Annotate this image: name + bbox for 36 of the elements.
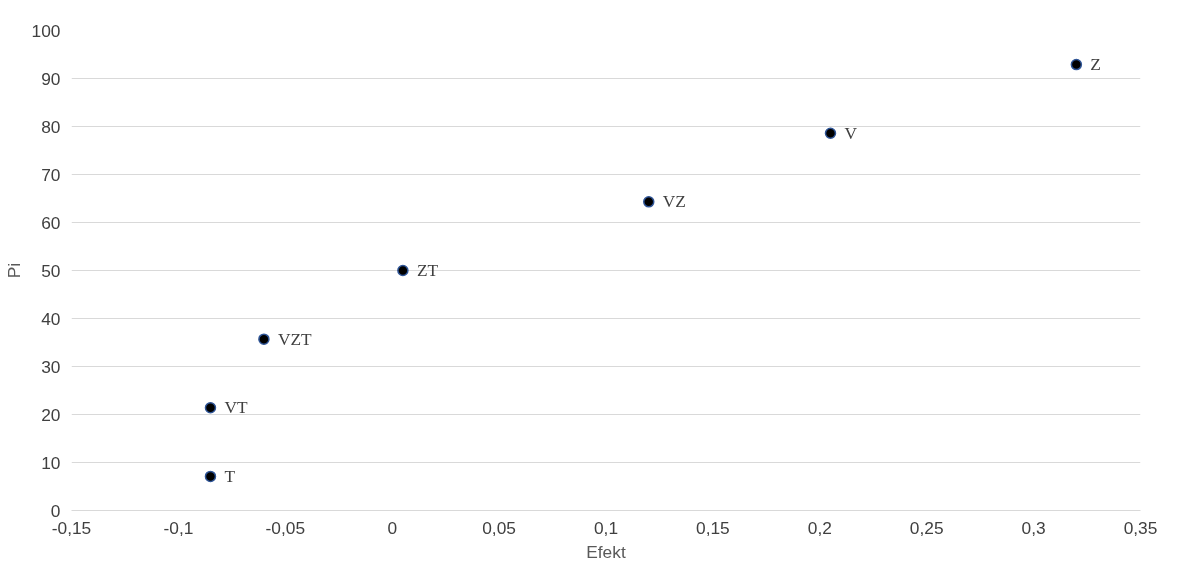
x-tick-label: 0,25 xyxy=(909,517,944,538)
y-tick-label: 80 xyxy=(41,116,61,137)
x-tick-label: -0,05 xyxy=(265,517,306,538)
y-tick-label: 60 xyxy=(41,212,61,233)
y-tick-label: 100 xyxy=(31,20,61,41)
point xyxy=(397,264,409,277)
annotation: V xyxy=(844,123,858,143)
y-axis-title: Pi xyxy=(3,262,24,279)
x-tick-label: 0,15 xyxy=(696,517,730,538)
x-tick-label: 0,35 xyxy=(1123,517,1158,538)
y-tick-label: 10 xyxy=(41,452,61,473)
x-tick-label: 0,1 xyxy=(593,517,619,538)
point xyxy=(643,196,655,208)
annotation: VT xyxy=(224,398,248,418)
x-tick-label: 0,3 xyxy=(1021,517,1046,538)
annotation: Z xyxy=(1090,55,1101,75)
x-tick-label: 0,05 xyxy=(482,517,516,538)
y-tick-label: 40 xyxy=(41,308,61,329)
y-tick-label: 90 xyxy=(41,68,61,89)
annotation: ZT xyxy=(416,261,439,280)
annotation: T xyxy=(224,466,236,486)
y-tick-label: 50 xyxy=(41,260,61,281)
y-tick-label: 30 xyxy=(41,356,61,377)
point xyxy=(204,470,217,483)
point xyxy=(258,333,270,345)
annotation: VZ xyxy=(662,192,686,212)
x-axis-title: Efekt xyxy=(586,541,626,562)
x-tick-label: -0,1 xyxy=(163,517,194,538)
point xyxy=(824,127,837,139)
point xyxy=(204,402,217,414)
annotation: VZT xyxy=(277,329,313,349)
point xyxy=(1070,58,1083,71)
x-tick-label: 0 xyxy=(387,517,398,538)
y-tick-label: 70 xyxy=(41,164,61,185)
x-tick-label: 0,2 xyxy=(807,517,832,538)
y-tick-label: 20 xyxy=(41,404,61,425)
